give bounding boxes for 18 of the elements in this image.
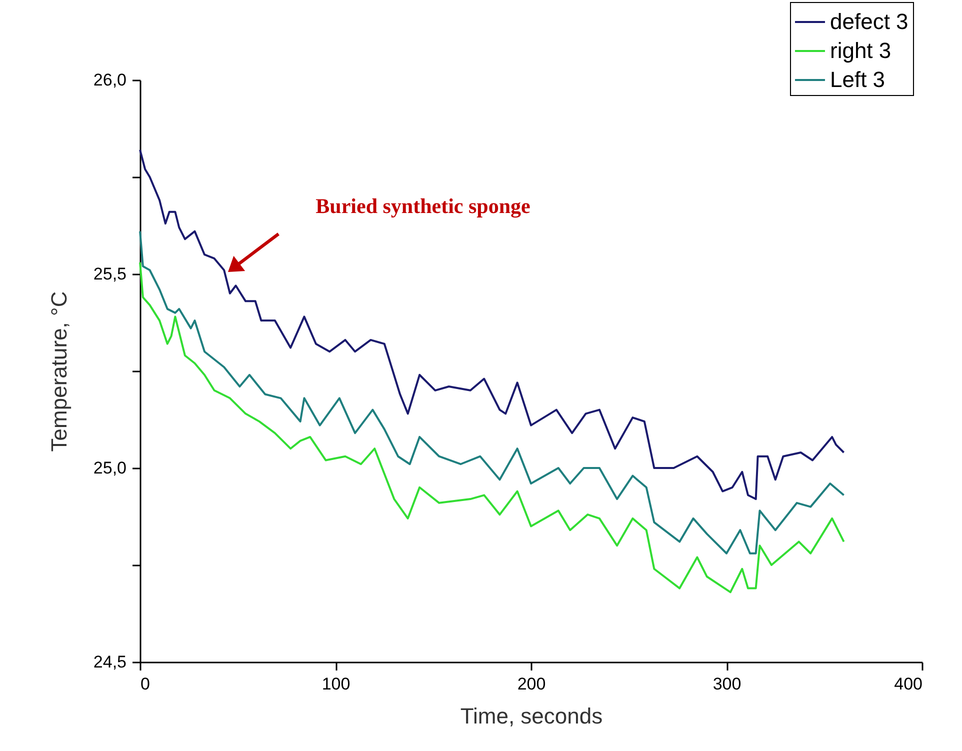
x-tick-label: 400 [894,674,922,694]
legend-label: defect 3 [830,9,908,34]
x-tick-label: 100 [322,674,350,694]
y-axis-title: Temperature, °C [46,291,72,452]
y-tick-label: 25,0 [93,458,126,478]
x-tick-label: 200 [517,674,546,694]
legend-label: right 3 [830,38,892,63]
y-tick-label: 26,0 [93,70,126,90]
x-tick-label: 0 [140,674,150,694]
legend-label: Left 3 [830,67,886,92]
y-tick-label: 24,5 [93,652,126,672]
annotation: Buried synthetic sponge [316,194,530,218]
line-series [139,148,845,500]
x-axis-title: Time, seconds [460,704,603,728]
line-series [139,230,845,554]
x-tick-label: 300 [712,674,742,694]
line-series [139,261,845,594]
y-tick-label: 25,5 [93,264,126,284]
